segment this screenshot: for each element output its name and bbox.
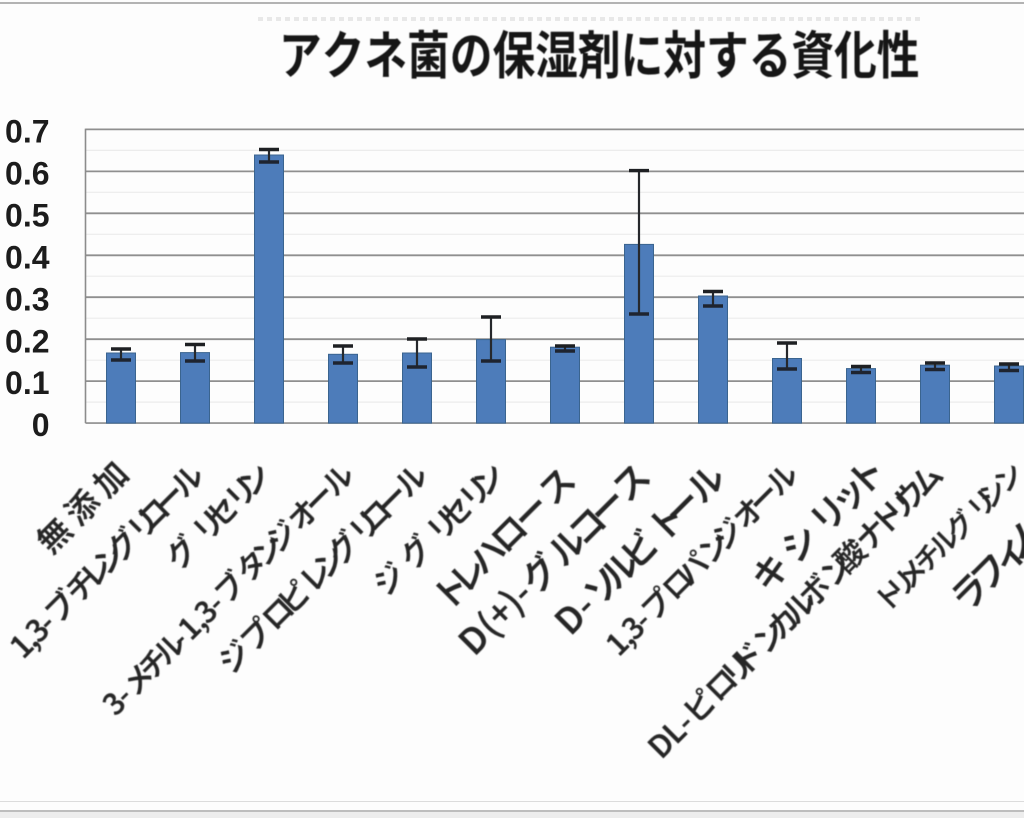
- svg-text:0.1: 0.1: [5, 365, 49, 401]
- svg-text:0.7: 0.7: [5, 114, 49, 150]
- svg-text:0.3: 0.3: [5, 281, 49, 317]
- svg-text:0.6: 0.6: [5, 156, 49, 192]
- svg-text:0: 0: [32, 407, 50, 443]
- svg-text:0.5: 0.5: [5, 197, 49, 233]
- svg-text:0.2: 0.2: [5, 323, 49, 359]
- svg-text:0.4: 0.4: [5, 239, 50, 275]
